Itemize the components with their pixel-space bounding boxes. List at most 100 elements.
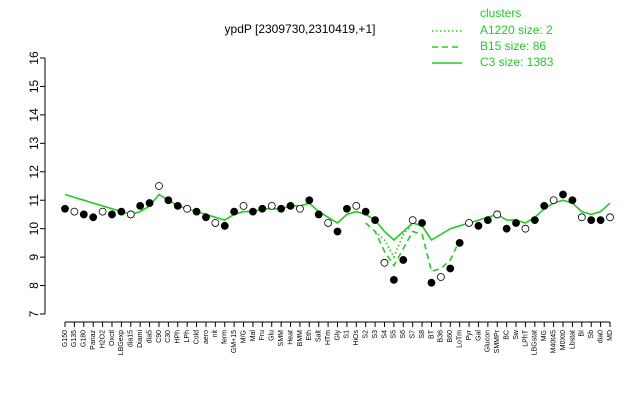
- point: [108, 210, 116, 219]
- point: [361, 207, 370, 216]
- point: [587, 216, 596, 225]
- point: [164, 196, 173, 205]
- x-tick-label: C90: [156, 330, 163, 343]
- y-tick-label: 12: [27, 165, 41, 179]
- point: [577, 213, 586, 222]
- point: [549, 196, 558, 205]
- x-tick-label: nit: [212, 330, 219, 337]
- point: [126, 210, 135, 219]
- x-tick-label: B60: [447, 330, 454, 343]
- x-tick-label: M0Xt0: [560, 330, 567, 350]
- x-tick-label: Pariaz: [90, 330, 97, 350]
- point: [286, 202, 295, 210]
- x-tick-label: LPh: [184, 330, 191, 343]
- point: [408, 216, 417, 225]
- point: [192, 207, 201, 216]
- point: [89, 213, 98, 222]
- x-tick-label: dia15: [128, 330, 135, 347]
- point: [314, 210, 323, 219]
- point: [230, 207, 239, 216]
- y-tick-label: 13: [27, 136, 41, 150]
- y-tick-label: 15: [27, 79, 41, 93]
- point: [155, 182, 163, 190]
- x-tick-label: Fru: [259, 330, 266, 341]
- x-tick-label: BI: [579, 330, 586, 337]
- point: [427, 278, 436, 287]
- point: [249, 207, 257, 216]
- point: [61, 204, 69, 213]
- x-tick-label: LBGexp: [118, 330, 125, 355]
- point: [493, 210, 502, 219]
- point: [418, 219, 426, 227]
- y-tick-label: 9: [27, 253, 41, 260]
- chart-title: ypdP [2309730,2310419,+1]: [225, 22, 376, 36]
- point: [239, 202, 248, 210]
- x-tick-label: Glucon: [485, 330, 492, 352]
- point: [183, 204, 192, 213]
- legend-label: A1220 size: 2: [480, 23, 553, 37]
- x-tick-label: BC: [503, 330, 510, 340]
- point: [173, 202, 182, 210]
- point: [540, 202, 549, 210]
- x-tick-label: Mal: [250, 330, 257, 342]
- x-tick-label: S5: [391, 330, 398, 339]
- x-tick-label: S3: [372, 330, 379, 339]
- y-tick-label: 7: [27, 310, 41, 317]
- legend-label: C3 size: 1383: [480, 55, 554, 69]
- x-tick-label: Glu: [269, 330, 276, 341]
- x-tick-label: ferm: [222, 330, 229, 344]
- y-tick-label: 11: [27, 194, 41, 207]
- point: [502, 224, 511, 233]
- x-tick-label: H2O2: [99, 330, 106, 348]
- point: [465, 219, 473, 227]
- point: [98, 207, 107, 216]
- x-tick-label: M/G: [240, 330, 247, 343]
- point: [220, 221, 229, 230]
- x-tick-label: HPh: [175, 330, 182, 344]
- x-tick-label: Eth: [306, 330, 313, 341]
- x-tick-label: M40t45: [550, 330, 557, 353]
- point: [521, 224, 530, 233]
- point: [342, 204, 351, 213]
- x-tick-label: aero: [203, 330, 210, 344]
- legend-label: B15 size: 86: [480, 39, 546, 53]
- point: [277, 204, 286, 213]
- x-tick-label: S4: [381, 330, 388, 339]
- x-tick-label: Gly: [334, 330, 341, 341]
- point: [136, 202, 145, 210]
- point: [446, 264, 455, 273]
- point: [267, 202, 276, 210]
- x-tick-label: C30: [165, 330, 172, 343]
- point: [202, 213, 210, 222]
- point: [530, 216, 539, 225]
- x-tick-label: LoTm: [456, 330, 463, 348]
- point: [117, 207, 126, 216]
- x-tick-label: Lbstat: [569, 330, 576, 349]
- x-tick-label: HTm: [325, 330, 332, 345]
- point: [559, 190, 567, 199]
- cluster-line: [365, 222, 461, 273]
- x-tick-label: BMM: [297, 330, 304, 347]
- point: [70, 207, 79, 216]
- point: [483, 216, 492, 225]
- x-tick-label: MG: [541, 330, 548, 341]
- x-tick-label: B36: [438, 330, 445, 343]
- x-tick-label: S2: [363, 330, 370, 339]
- x-tick-label: LPhT: [522, 329, 529, 346]
- x-tick-label: G150: [62, 330, 69, 347]
- x-tick-label: SMM: [278, 330, 285, 347]
- y-tick-label: 8: [27, 282, 41, 289]
- y-tick-label: 10: [27, 222, 41, 236]
- x-tick-label: dia0: [597, 330, 604, 343]
- x-tick-label: Gal: [475, 330, 482, 341]
- point: [371, 216, 379, 225]
- x-tick-label: Oxctl: [109, 330, 116, 346]
- point: [455, 238, 464, 247]
- point: [474, 221, 483, 230]
- point: [324, 219, 333, 227]
- point: [296, 204, 304, 213]
- x-tick-label: Pyr: [466, 329, 473, 340]
- point: [258, 204, 267, 213]
- y-tick-label: 14: [27, 108, 41, 122]
